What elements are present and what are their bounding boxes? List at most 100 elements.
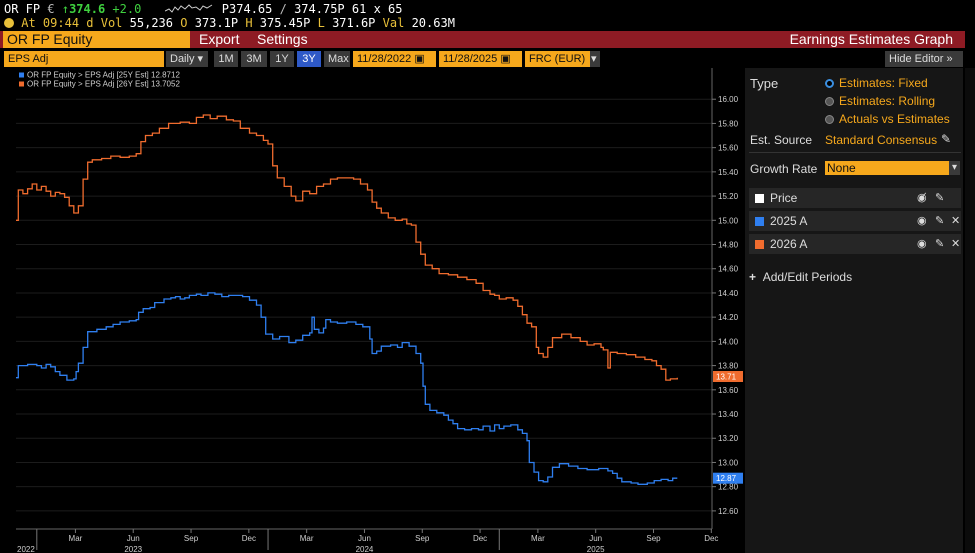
- security-field[interactable]: OR FP Equity: [3, 31, 190, 48]
- hide-editor-button[interactable]: Hide Editor »: [885, 51, 963, 67]
- type-option-rolling[interactable]: Estimates: Rolling: [825, 94, 935, 108]
- function-bar: OR FP Equity Export Settings Earnings Es…: [0, 31, 965, 48]
- y-tick-label: 15.60: [718, 144, 739, 153]
- growth-rate-dropdown[interactable]: None: [825, 161, 949, 175]
- year-label: 2025: [587, 545, 605, 553]
- eye-icon[interactable]: ◉: [917, 215, 927, 227]
- plus-icon: +: [749, 270, 757, 284]
- range-3y-button[interactable]: 3Y: [297, 51, 321, 67]
- series-label: 2026 A: [770, 237, 808, 251]
- y-tick-label: 15.80: [718, 119, 739, 128]
- x-tick-label: Dec: [473, 534, 487, 543]
- low-label: L: [317, 16, 325, 30]
- close-icon[interactable]: ✕: [951, 238, 961, 250]
- x-tick-label: Jun: [589, 534, 602, 543]
- chevron-down-icon[interactable]: ▾: [590, 51, 600, 67]
- start-date-field[interactable]: 11/28/2022 ▣: [353, 51, 436, 67]
- chart-legend: OR FP Equity > EPS Adj [25Y Est] 12.8712…: [17, 71, 204, 93]
- type-option-fixed[interactable]: Estimates: Fixed: [825, 76, 928, 90]
- x-tick-label: Sep: [646, 534, 661, 543]
- y-tick-label: 14.80: [718, 241, 739, 250]
- range-1m-button[interactable]: 1M: [214, 51, 238, 67]
- end-date-field[interactable]: 11/28/2025 ▣: [439, 51, 522, 67]
- last-value-tag: [713, 472, 743, 484]
- value-traded: 20.63M: [411, 16, 455, 30]
- last-value-tag: [713, 370, 743, 382]
- chevron-down-icon[interactable]: ▾: [949, 161, 960, 175]
- bbg-icon: [4, 18, 14, 28]
- radio-icon: [825, 115, 834, 125]
- eye-icon[interactable]: ◉: [917, 238, 927, 250]
- range-3m-button[interactable]: 3M: [241, 51, 267, 67]
- time-label: At: [21, 16, 36, 30]
- radio-icon: [825, 97, 834, 107]
- type-label: Type: [750, 76, 779, 91]
- pencil-icon[interactable]: ✎: [935, 192, 945, 204]
- high-label: H: [245, 16, 253, 30]
- calendar-icon: ▣: [500, 53, 511, 65]
- add-periods-button[interactable]: + Add/Edit Periods: [749, 270, 852, 284]
- y-tick-label: 15.00: [718, 216, 739, 225]
- legend-swatch: [19, 81, 24, 87]
- growth-rate-label: Growth Rate: [750, 162, 818, 176]
- function-title: Earnings Estimates Graph: [789, 31, 953, 47]
- volume-label: Vol: [100, 16, 123, 30]
- field-selector[interactable]: EPS Adj: [4, 51, 164, 67]
- series-line: [16, 114, 678, 381]
- y-tick-label: 14.00: [718, 337, 739, 346]
- range-max-button[interactable]: Max: [324, 51, 350, 67]
- eps-estimates-chart: 12.60 12.80 13.00 13.20 13.40 13.60 13.80 14.00…: [16, 68, 743, 553]
- editor-panel: Type Estimates: Fixed Estimates: Rolling…: [745, 68, 963, 553]
- pencil-icon[interactable]: ✎: [935, 238, 945, 250]
- series-row-2025[interactable]: 2025 A ◉ ✎ ✕: [749, 211, 961, 231]
- series-row-2026[interactable]: 2026 A ◉ ✎ ✕: [749, 234, 961, 254]
- control-bar: EPS Adj Daily ▾ 1M 3M 1Y 3Y Max 11/28/20…: [0, 51, 965, 67]
- settings-menu[interactable]: Settings: [257, 31, 308, 47]
- x-tick-label: Sep: [415, 534, 430, 543]
- range-1y-button[interactable]: 1Y: [270, 51, 294, 67]
- ask-price: 374.75P: [294, 2, 345, 16]
- ticker[interactable]: OR FP: [4, 2, 41, 16]
- chevron-down-icon: ▾: [197, 53, 204, 65]
- y-tick-label: 13.40: [718, 410, 739, 419]
- color-swatch: [755, 217, 764, 226]
- series-label: Price: [770, 191, 798, 205]
- type-option-label: Estimates: Rolling: [839, 94, 936, 108]
- legend-swatch: [19, 72, 24, 78]
- open-label: O: [180, 16, 188, 30]
- pencil-icon[interactable]: ✎: [941, 132, 952, 146]
- double-chevron-right-icon: »: [946, 53, 953, 65]
- last-value-label: 12.87: [716, 474, 737, 483]
- y-tick-label: 13.00: [718, 458, 739, 467]
- series-row-price[interactable]: Price ◉̸ ✎: [749, 188, 961, 208]
- end-date: 11/28/2025: [443, 53, 498, 65]
- color-swatch: [755, 240, 764, 249]
- y-tick-label: 13.80: [718, 362, 739, 371]
- last-price: 374.6: [69, 2, 106, 16]
- add-periods-label: Add/Edit Periods: [762, 270, 853, 284]
- est-source-value[interactable]: Standard Consensus: [825, 133, 938, 147]
- y-tick-label: 13.20: [718, 434, 739, 443]
- eye-slash-icon[interactable]: ◉̸: [917, 192, 927, 204]
- source-selector[interactable]: FRC (EUR): [525, 51, 590, 67]
- type-option-actuals[interactable]: Actuals vs Estimates: [825, 112, 950, 126]
- time-value: 09:44 d: [42, 16, 94, 30]
- period-value: Daily: [170, 53, 195, 65]
- pencil-icon[interactable]: ✎: [935, 215, 945, 227]
- series-line: [16, 292, 678, 485]
- value-label: Val: [382, 16, 405, 30]
- period-dropdown[interactable]: Daily ▾: [166, 51, 208, 67]
- last-value-label: 13.71: [716, 372, 737, 381]
- y-tick-label: 15.40: [718, 168, 739, 177]
- low-value: 371.6P: [332, 16, 376, 30]
- y-tick-label: 15.20: [718, 192, 739, 201]
- scrollbar[interactable]: [965, 68, 975, 553]
- export-menu[interactable]: Export: [199, 31, 240, 47]
- x-tick-label: Mar: [300, 534, 314, 543]
- bid-price: P374.65: [221, 2, 273, 16]
- hide-editor-label: Hide Editor: [889, 53, 944, 65]
- type-option-label: Estimates: Fixed: [839, 76, 928, 90]
- close-icon[interactable]: ✕: [951, 215, 961, 227]
- y-tick-label: 13.60: [718, 386, 739, 395]
- legend-label: OR FP Equity > EPS Adj [26Y Est] 13.7052: [27, 80, 180, 89]
